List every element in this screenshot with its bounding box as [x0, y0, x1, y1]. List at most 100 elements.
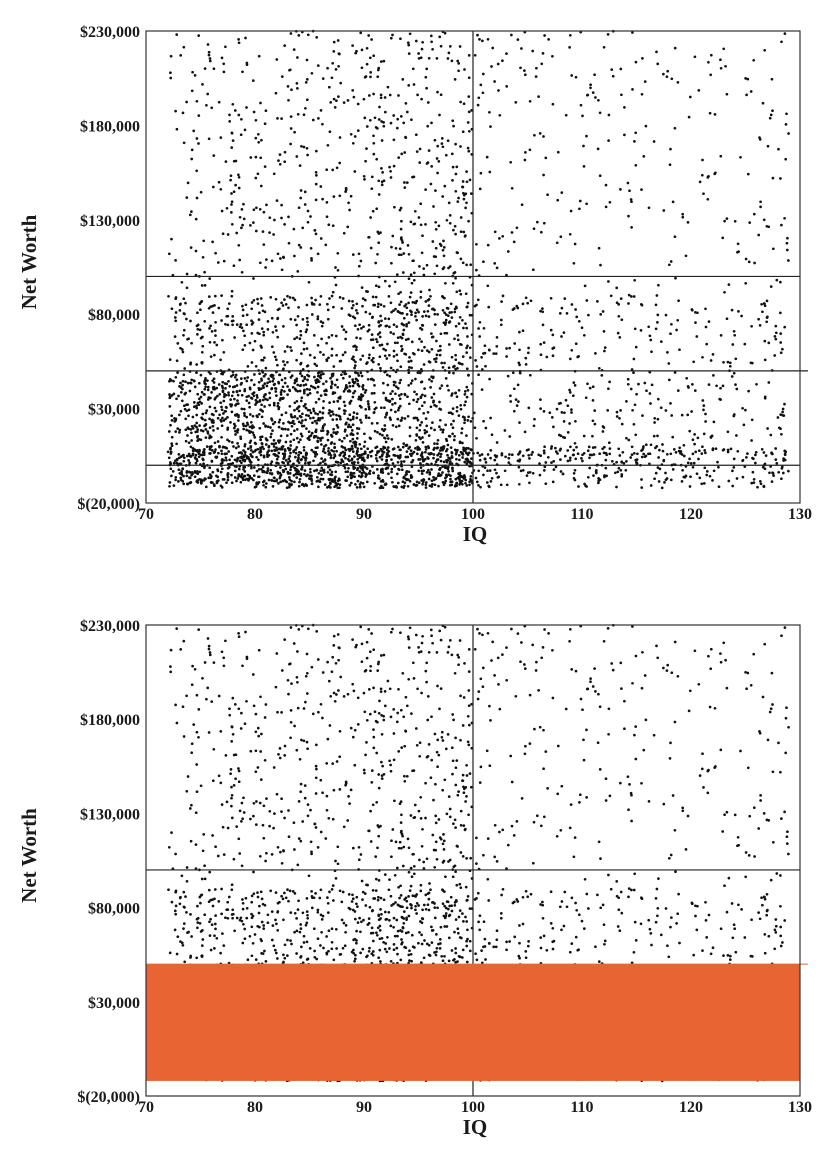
data-point — [380, 485, 383, 488]
data-point — [204, 385, 207, 388]
data-point — [304, 403, 307, 406]
data-point — [367, 403, 370, 406]
data-point — [417, 349, 420, 352]
data-point — [400, 486, 403, 489]
data-point — [170, 55, 173, 58]
data-point — [542, 767, 545, 770]
data-point — [379, 367, 382, 370]
data-point — [520, 470, 523, 473]
data-point — [657, 284, 660, 287]
data-point — [686, 414, 689, 417]
data-point — [433, 313, 436, 316]
data-point — [268, 445, 271, 448]
data-point — [362, 325, 365, 328]
data-point — [451, 713, 454, 716]
data-point — [341, 440, 344, 443]
data-point — [410, 953, 413, 956]
data-point — [413, 83, 416, 86]
data-point — [488, 171, 491, 174]
data-point — [326, 215, 329, 218]
data-point — [423, 387, 426, 390]
data-point — [260, 468, 263, 471]
data-point — [289, 296, 292, 299]
data-point — [277, 462, 280, 465]
data-point — [299, 438, 302, 441]
data-point — [601, 447, 604, 450]
data-point — [516, 404, 519, 407]
data-point — [231, 200, 234, 203]
data-point — [426, 349, 429, 352]
data-point — [190, 210, 193, 213]
data-point — [257, 302, 260, 305]
data-point — [631, 445, 634, 448]
data-point — [512, 371, 515, 374]
data-point — [376, 422, 379, 425]
data-point — [369, 76, 372, 79]
data-point — [439, 243, 442, 246]
data-point — [387, 318, 390, 321]
data-point — [418, 57, 421, 60]
data-point — [466, 344, 469, 347]
data-point — [371, 316, 374, 319]
data-point — [665, 314, 668, 317]
data-point — [261, 435, 264, 438]
data-point — [269, 380, 272, 383]
data-point — [197, 323, 200, 326]
data-point — [484, 458, 487, 461]
data-point — [404, 474, 407, 477]
data-point — [748, 221, 751, 224]
data-point — [376, 231, 379, 234]
data-point — [320, 443, 323, 446]
data-point — [315, 233, 318, 236]
data-point — [196, 790, 199, 793]
data-point — [526, 449, 529, 452]
data-point — [250, 467, 253, 470]
data-point — [195, 422, 198, 425]
data-point — [334, 106, 337, 109]
data-point — [326, 201, 329, 204]
data-point — [669, 402, 672, 405]
data-point — [589, 86, 592, 89]
data-point — [327, 318, 330, 321]
data-point — [355, 349, 358, 352]
data-point — [491, 433, 494, 436]
data-point — [324, 483, 327, 486]
data-point — [371, 333, 374, 336]
data-point — [293, 409, 296, 412]
data-point — [186, 483, 189, 486]
data-point — [255, 206, 258, 209]
data-point — [406, 470, 409, 473]
data-point — [574, 442, 577, 445]
data-point — [451, 949, 454, 952]
data-point — [169, 461, 172, 464]
data-point — [786, 242, 789, 245]
data-point — [300, 452, 303, 455]
data-point — [374, 116, 377, 119]
data-point — [658, 449, 661, 452]
data-point — [286, 939, 289, 942]
data-point — [394, 411, 397, 414]
data-point — [493, 459, 496, 462]
data-point — [771, 471, 774, 474]
data-point — [238, 468, 241, 471]
data-point — [747, 173, 750, 176]
data-point — [289, 478, 292, 481]
data-point — [451, 432, 454, 435]
data-point — [190, 431, 193, 434]
data-point — [566, 312, 569, 315]
data-point — [379, 324, 382, 327]
data-point — [201, 944, 204, 947]
data-point — [603, 350, 606, 353]
data-point — [283, 452, 286, 455]
data-point — [634, 327, 637, 330]
data-point — [262, 824, 265, 827]
data-point — [705, 474, 708, 477]
data-point — [595, 469, 598, 472]
data-point — [783, 403, 786, 406]
data-point — [262, 447, 265, 450]
data-point — [227, 233, 230, 236]
data-point — [668, 263, 671, 266]
data-point — [399, 247, 402, 250]
data-point — [387, 86, 390, 89]
data-point — [191, 71, 194, 74]
